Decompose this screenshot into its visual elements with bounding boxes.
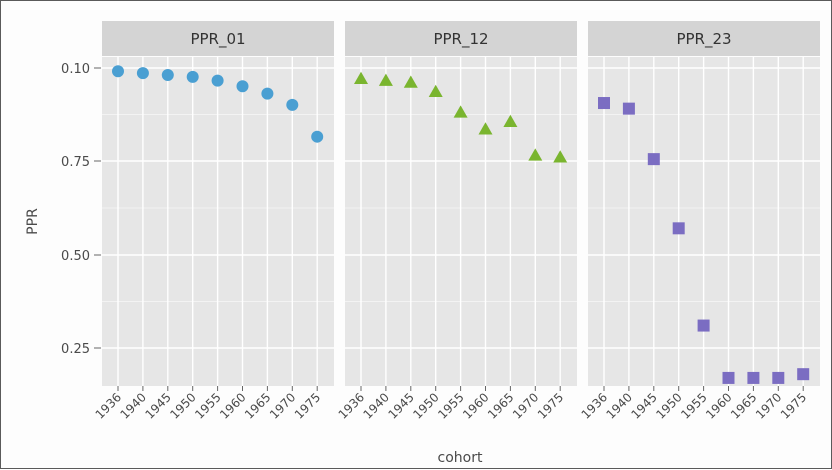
x-tick-label: 1970 [510, 390, 541, 421]
x-tick-label: 1945 [142, 390, 173, 421]
data-point-triangle [528, 148, 543, 161]
x-tick-label: 1936 [336, 390, 367, 421]
y-tick-label: 0.10 [61, 62, 90, 77]
data-point-triangle [354, 71, 368, 84]
strip-header [588, 21, 820, 56]
x-tick-label: 1940 [361, 390, 392, 421]
data-point-square [747, 371, 760, 384]
x-axis-title: cohort [438, 450, 483, 466]
data-point-circle [261, 87, 274, 100]
x-tick-label: 1950 [653, 390, 684, 421]
data-point-circle [186, 70, 199, 83]
x-tick-label: 1950 [167, 390, 198, 421]
x-tick-label: 1975 [292, 390, 323, 421]
x-tick-label: 1955 [435, 390, 466, 421]
x-tick-label: 1936 [93, 390, 124, 421]
x-tick-label: 1965 [242, 390, 273, 421]
strip-header [102, 21, 334, 56]
strip-label: PPR_12 [433, 30, 488, 49]
strip-label: PPR_01 [190, 30, 245, 49]
data-point-square [772, 371, 785, 384]
data-point-triangle [553, 150, 568, 163]
x-tick-label: 1960 [460, 390, 491, 421]
x-tick-label: 1950 [410, 390, 441, 421]
y-tick-label: 0.75 [61, 155, 90, 170]
data-point-circle [236, 80, 249, 93]
data-point-circle [311, 130, 324, 143]
data-point-circle [161, 68, 174, 81]
x-tick-label: 1936 [579, 390, 610, 421]
x-tick-label: 1975 [535, 390, 566, 421]
x-tick-label: 1965 [728, 390, 759, 421]
x-tick-label: 1970 [267, 390, 298, 421]
data-point-triangle [478, 122, 493, 135]
data-point-triangle [378, 73, 393, 86]
data-point-circle [112, 65, 124, 78]
data-point-circle [286, 98, 299, 111]
x-tick-label: 1960 [217, 390, 248, 421]
x-tick-label: 1940 [604, 390, 635, 421]
data-point-triangle [428, 84, 443, 98]
data-point-circle [211, 74, 224, 87]
data-point-square [697, 319, 710, 332]
data-point-square [722, 371, 735, 384]
x-tick-label: 1940 [118, 390, 149, 421]
strip-label: PPR_23 [676, 30, 731, 49]
data-point-square [797, 368, 810, 381]
y-tick-label: 0.50 [61, 249, 90, 264]
data-point-triangle [503, 114, 518, 127]
x-tick-label: 1965 [485, 390, 516, 421]
x-tick-label: 1945 [628, 390, 659, 421]
data-point-triangle [403, 75, 418, 88]
x-tick-label: 1960 [703, 390, 734, 421]
data-point-circle [136, 67, 149, 80]
x-tick-label: 1970 [753, 390, 784, 421]
x-tick-label: 1975 [778, 390, 809, 421]
data-point-triangle [453, 105, 468, 118]
y-tick-label: 0.25 [61, 342, 90, 357]
x-tick-label: 1955 [678, 390, 709, 421]
y-axis-title: PPR [25, 208, 41, 235]
x-tick-label: 1945 [385, 390, 416, 421]
x-tick-label: 1955 [192, 390, 223, 421]
strip-header [345, 21, 577, 56]
data-point-square [647, 153, 660, 166]
data-point-square [622, 102, 635, 115]
data-point-square [672, 222, 685, 235]
data-point-square [598, 97, 610, 110]
